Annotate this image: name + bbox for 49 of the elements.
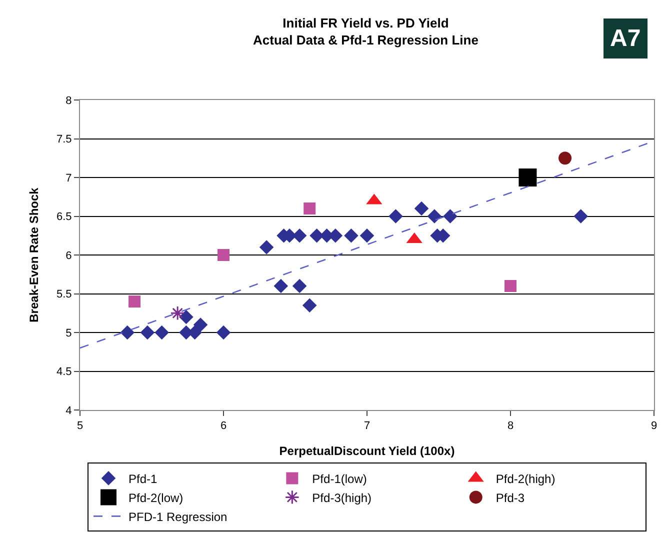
y-tick-label: 8	[66, 94, 72, 107]
y-tick-label: 7.5	[56, 134, 72, 146]
point	[302, 298, 317, 313]
point	[504, 280, 516, 292]
x-tick-label: 8	[507, 420, 514, 432]
y-tick-label: 5	[66, 327, 72, 340]
chart-title: Initial FR Yield vs. PD Yield Actual Data & Pfd-1 Regression Line	[253, 16, 478, 48]
legend-label: Pfd-2(low)	[128, 490, 184, 505]
x-tick-label: 9	[650, 420, 658, 432]
y-tick-label: 6.5	[56, 211, 72, 224]
point	[170, 306, 185, 320]
point	[140, 325, 155, 340]
point	[154, 325, 169, 340]
legend-label: Pfd-1(low)	[312, 472, 367, 486]
point	[414, 201, 429, 216]
point	[360, 228, 374, 243]
point	[574, 209, 588, 224]
point	[128, 296, 141, 308]
point	[292, 278, 307, 294]
point	[344, 228, 358, 243]
x-tick-label: 7	[364, 420, 370, 432]
point	[388, 209, 403, 224]
x-tick-label: 6	[220, 420, 227, 432]
point	[274, 278, 288, 294]
point	[193, 318, 208, 332]
x-tick-label: 5	[76, 420, 84, 432]
legend-label: Pfd-3(high)	[312, 490, 372, 505]
y-tick-label: 5.5	[56, 288, 72, 301]
y-tick-label: 6	[66, 250, 72, 262]
legend-label: Pfd-2(high)	[496, 472, 556, 486]
point	[259, 240, 274, 254]
point	[120, 325, 135, 340]
point	[558, 152, 572, 165]
y-tick-label: 4	[66, 404, 72, 417]
point	[427, 209, 442, 224]
legend-label: PFD-1 Regression	[128, 510, 228, 524]
point	[310, 228, 324, 243]
legend-label: Pfd-3	[496, 490, 525, 505]
y-axis-title: Break-Even Rate Shock	[26, 187, 41, 322]
text: A7	[610, 25, 641, 52]
y-tick-label: 4.5	[56, 366, 72, 378]
point	[216, 325, 231, 340]
point	[304, 202, 316, 214]
legend-label: Pfd-1	[128, 472, 158, 486]
x-axis-title: PerpetualDiscount Yield (100x)	[279, 444, 455, 458]
point	[518, 168, 537, 186]
y-tick-label: 7	[66, 172, 72, 184]
point	[218, 249, 230, 261]
point	[443, 209, 458, 224]
